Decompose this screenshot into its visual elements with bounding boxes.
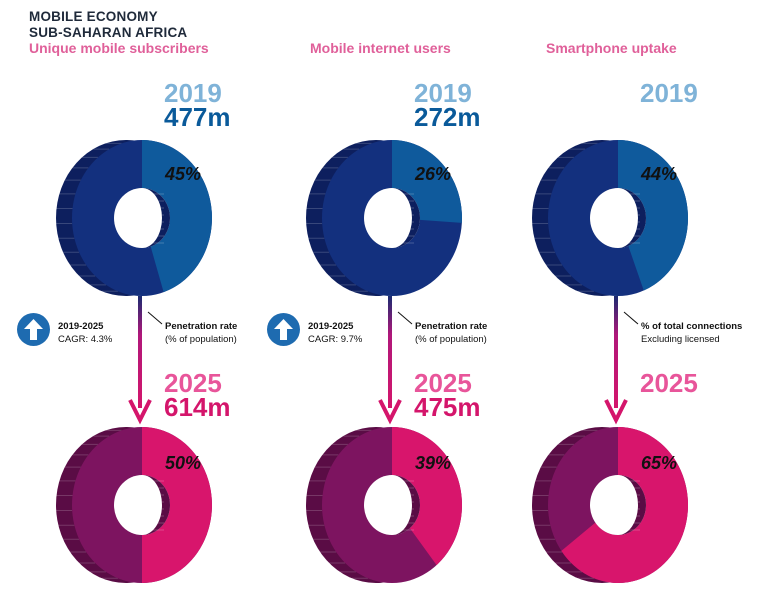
growth-arrow [378, 296, 402, 425]
cagr-block: 2019-2025 CAGR: 9.7% [308, 320, 362, 346]
year-2025-label: 2025 [164, 368, 222, 398]
cagr-period: 2019-2025 [58, 321, 104, 332]
pct-label: 39% [415, 453, 452, 473]
leader-line [397, 311, 413, 325]
up-arrow-icon [267, 313, 300, 346]
donut-smartphone-2025 [532, 427, 688, 583]
year-2025-label: 2025 [640, 368, 698, 398]
donut-hole [590, 475, 646, 535]
donut-slice [618, 140, 688, 291]
donut-internet-2025 [306, 427, 462, 583]
cagr-block: 2019-2025 CAGR: 4.3% [58, 320, 112, 346]
donut-smartphone-2019 [532, 140, 688, 296]
donut-hole [114, 475, 170, 535]
donut-subscribers-2025 [56, 427, 212, 583]
internet-2025-value: 475m [414, 392, 481, 422]
cagr-rate: CAGR: 9.7% [308, 334, 363, 345]
subscribers-2025-value: 614m [164, 392, 231, 422]
pct-label: 26% [415, 164, 452, 184]
pct-label: 50% [165, 453, 202, 473]
internet-2019-value: 272m [414, 102, 481, 132]
donut-hole [364, 475, 420, 535]
donut-slice [392, 427, 462, 566]
note-title: Penetration rate [415, 321, 488, 332]
donut-subscribers-2019 [56, 140, 212, 296]
region-title: SUB-SAHARAN AFRICA [29, 25, 188, 40]
donut-hole [590, 188, 646, 248]
year-2019-label: 2019 [640, 78, 698, 108]
year-2019-label: 2019 [164, 78, 222, 108]
donut-inner-wall [618, 475, 646, 535]
donut-slice [142, 140, 212, 293]
cagr-period: 2019-2025 [308, 321, 354, 332]
penetration-note: Penetration rate (% of population) [415, 320, 487, 346]
donut-slice [392, 140, 462, 223]
pct-label: 65% [641, 453, 678, 473]
cagr-rate: CAGR: 4.3% [58, 334, 113, 345]
donut-hole [364, 188, 420, 248]
connections-note: % of total connections Excluding license… [641, 320, 742, 346]
donut-inner-wall [142, 188, 170, 248]
donut-inner-wall [392, 475, 420, 535]
leader-line [147, 311, 163, 325]
leader-line [623, 311, 639, 325]
donut-slice [561, 427, 688, 583]
note-title: Penetration rate [165, 321, 238, 332]
note-subtitle: Excluding licensed [641, 334, 720, 345]
donut-hole [114, 188, 170, 248]
note-subtitle: (% of population) [415, 334, 487, 345]
note-title: % of total connections [641, 321, 743, 332]
donut-internet-2019 [306, 140, 462, 296]
report-title: MOBILE ECONOMY [29, 9, 158, 24]
column-title-smartphone: Smartphone uptake [546, 40, 677, 56]
donut-inner-wall [618, 188, 646, 248]
donut-inner-wall [392, 188, 420, 248]
pct-label: 44% [641, 164, 678, 184]
growth-arrow [128, 296, 152, 425]
donut-slice [142, 427, 212, 583]
column-title-subscribers: Unique mobile subscribers [29, 40, 209, 56]
penetration-note: Penetration rate (% of population) [165, 320, 237, 346]
up-arrow-icon [17, 313, 50, 346]
year-2025-label: 2025 [414, 368, 472, 398]
pct-label: 45% [165, 164, 202, 184]
growth-arrow [604, 296, 628, 425]
column-title-internet: Mobile internet users [310, 40, 451, 56]
note-subtitle: (% of population) [165, 334, 237, 345]
subscribers-2019-value: 477m [164, 102, 231, 132]
donut-inner-wall [142, 475, 170, 535]
year-2019-label: 2019 [414, 78, 472, 108]
